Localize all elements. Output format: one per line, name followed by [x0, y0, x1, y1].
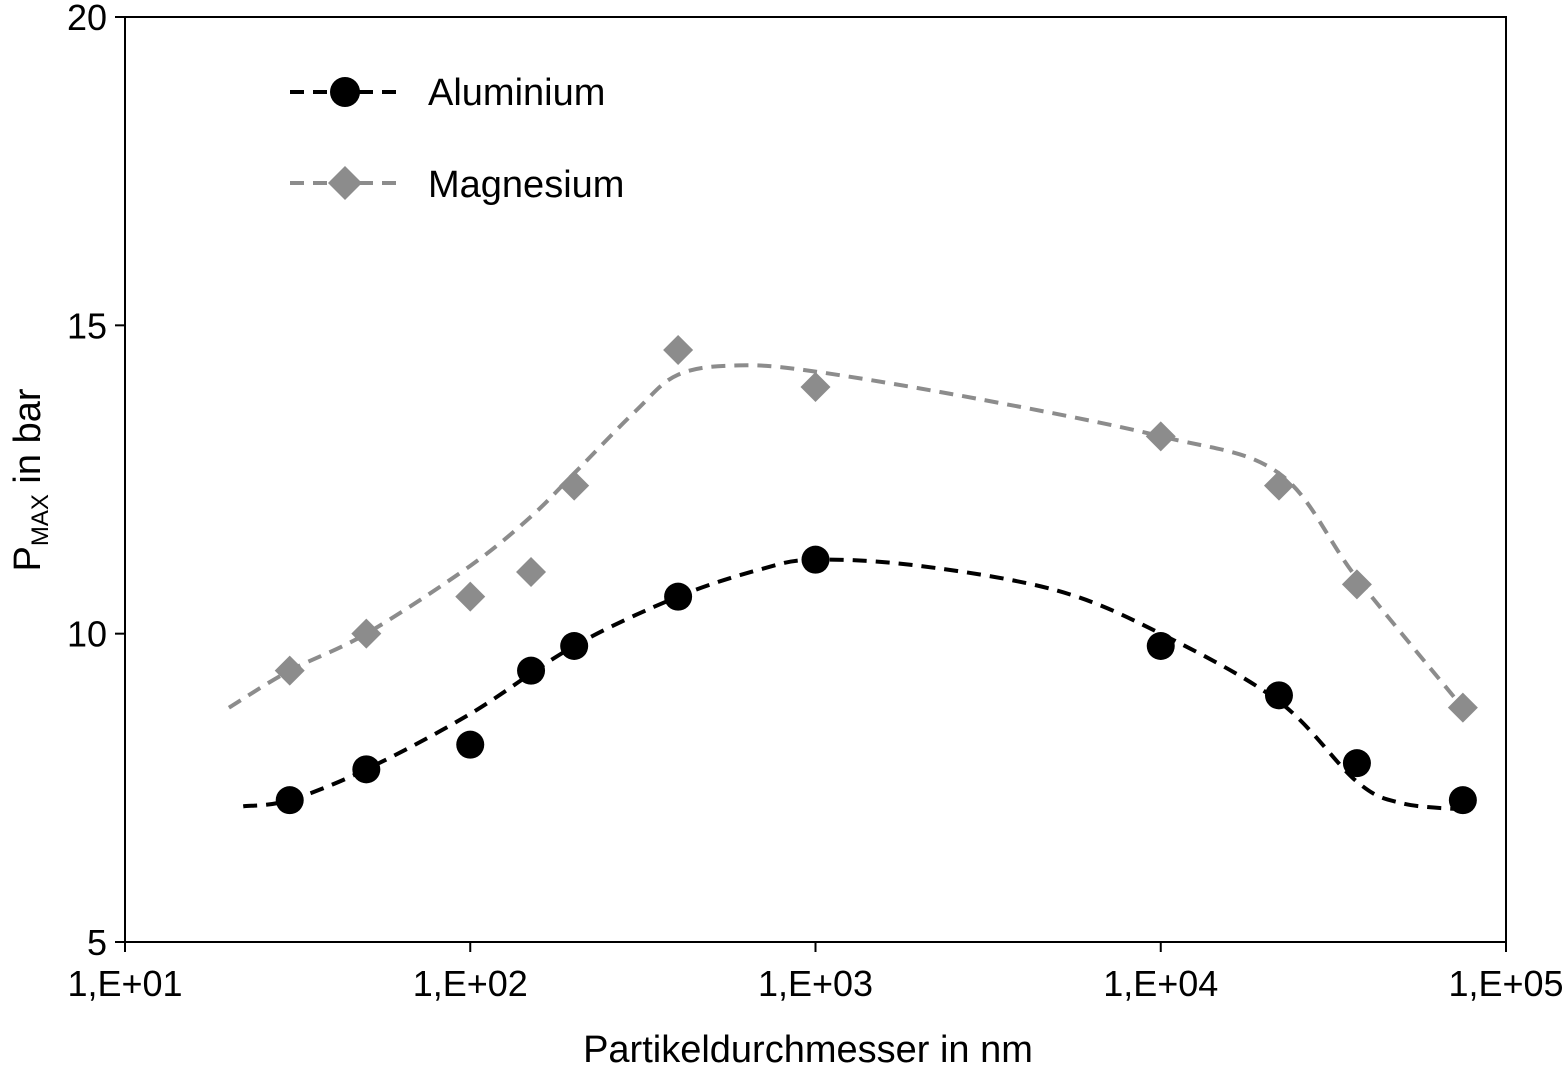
y-axis-title-sub: MAX — [27, 494, 54, 546]
magnesium-data-point — [1263, 470, 1294, 501]
aluminium-data-point — [560, 632, 589, 660]
magnesium-trend-line — [227, 363, 1465, 710]
x-tick-label: 1,E+02 — [413, 963, 528, 1004]
aluminium-data-point — [352, 755, 381, 784]
legend-aluminium-marker — [330, 77, 360, 107]
y-tick-label: 15 — [67, 305, 107, 346]
x-tick-label: 1,E+04 — [1103, 963, 1218, 1004]
magnesium-data-point — [351, 618, 382, 649]
aluminium-data-point — [801, 545, 830, 574]
magnesium-data-point — [455, 581, 486, 612]
aluminium-data-point — [275, 786, 304, 815]
axis-ticks: 1,E+01 1,E+02 1,E+03 1,E+04 1,E+05 5 10 15 20 — [67, 0, 1563, 1004]
y-tick-label: 10 — [67, 614, 107, 655]
x-tick-label: 1,E+05 — [1448, 963, 1563, 1004]
plot-frame — [124, 16, 1507, 943]
trend-lines — [227, 363, 1465, 812]
aluminium-data-point — [517, 656, 546, 685]
magnesium-data-point — [800, 372, 831, 402]
legend: Aluminium Magnesium — [290, 72, 624, 206]
magnesium-data-point — [1447, 692, 1478, 723]
magnesium-data-point — [1145, 421, 1176, 452]
x-tick-label: 1,E+03 — [758, 963, 873, 1004]
legend-aluminium-label: Aluminium — [428, 72, 605, 114]
aluminium-data-point — [664, 582, 693, 611]
data-markers — [274, 335, 1478, 815]
aluminium-data-point — [1264, 681, 1293, 710]
aluminium-data-point — [1342, 749, 1371, 778]
magnesium-data-point — [559, 470, 590, 501]
x-tick-label: 1,E+01 — [67, 963, 182, 1004]
y-tick-label: 20 — [67, 0, 107, 38]
aluminium-data-point — [1448, 786, 1477, 815]
magnesium-data-point — [1341, 569, 1372, 600]
magnesium-data-point — [274, 655, 305, 686]
y-axis-title: PMAX in bar — [7, 388, 54, 571]
legend-magnesium-marker — [328, 166, 362, 200]
y-tick-label: 5 — [87, 922, 107, 963]
y-axis-title-suffix: in bar — [7, 388, 49, 494]
aluminium-data-point — [1146, 632, 1175, 660]
magnesium-data-point — [663, 335, 694, 365]
magnesium-data-point — [516, 557, 547, 587]
aluminium-data-point — [456, 730, 485, 759]
legend-magnesium-label: Magnesium — [428, 164, 624, 206]
x-axis-title: Partikeldurchmesser in nm — [583, 1029, 1033, 1068]
y-axis-title-main: P — [7, 546, 49, 571]
